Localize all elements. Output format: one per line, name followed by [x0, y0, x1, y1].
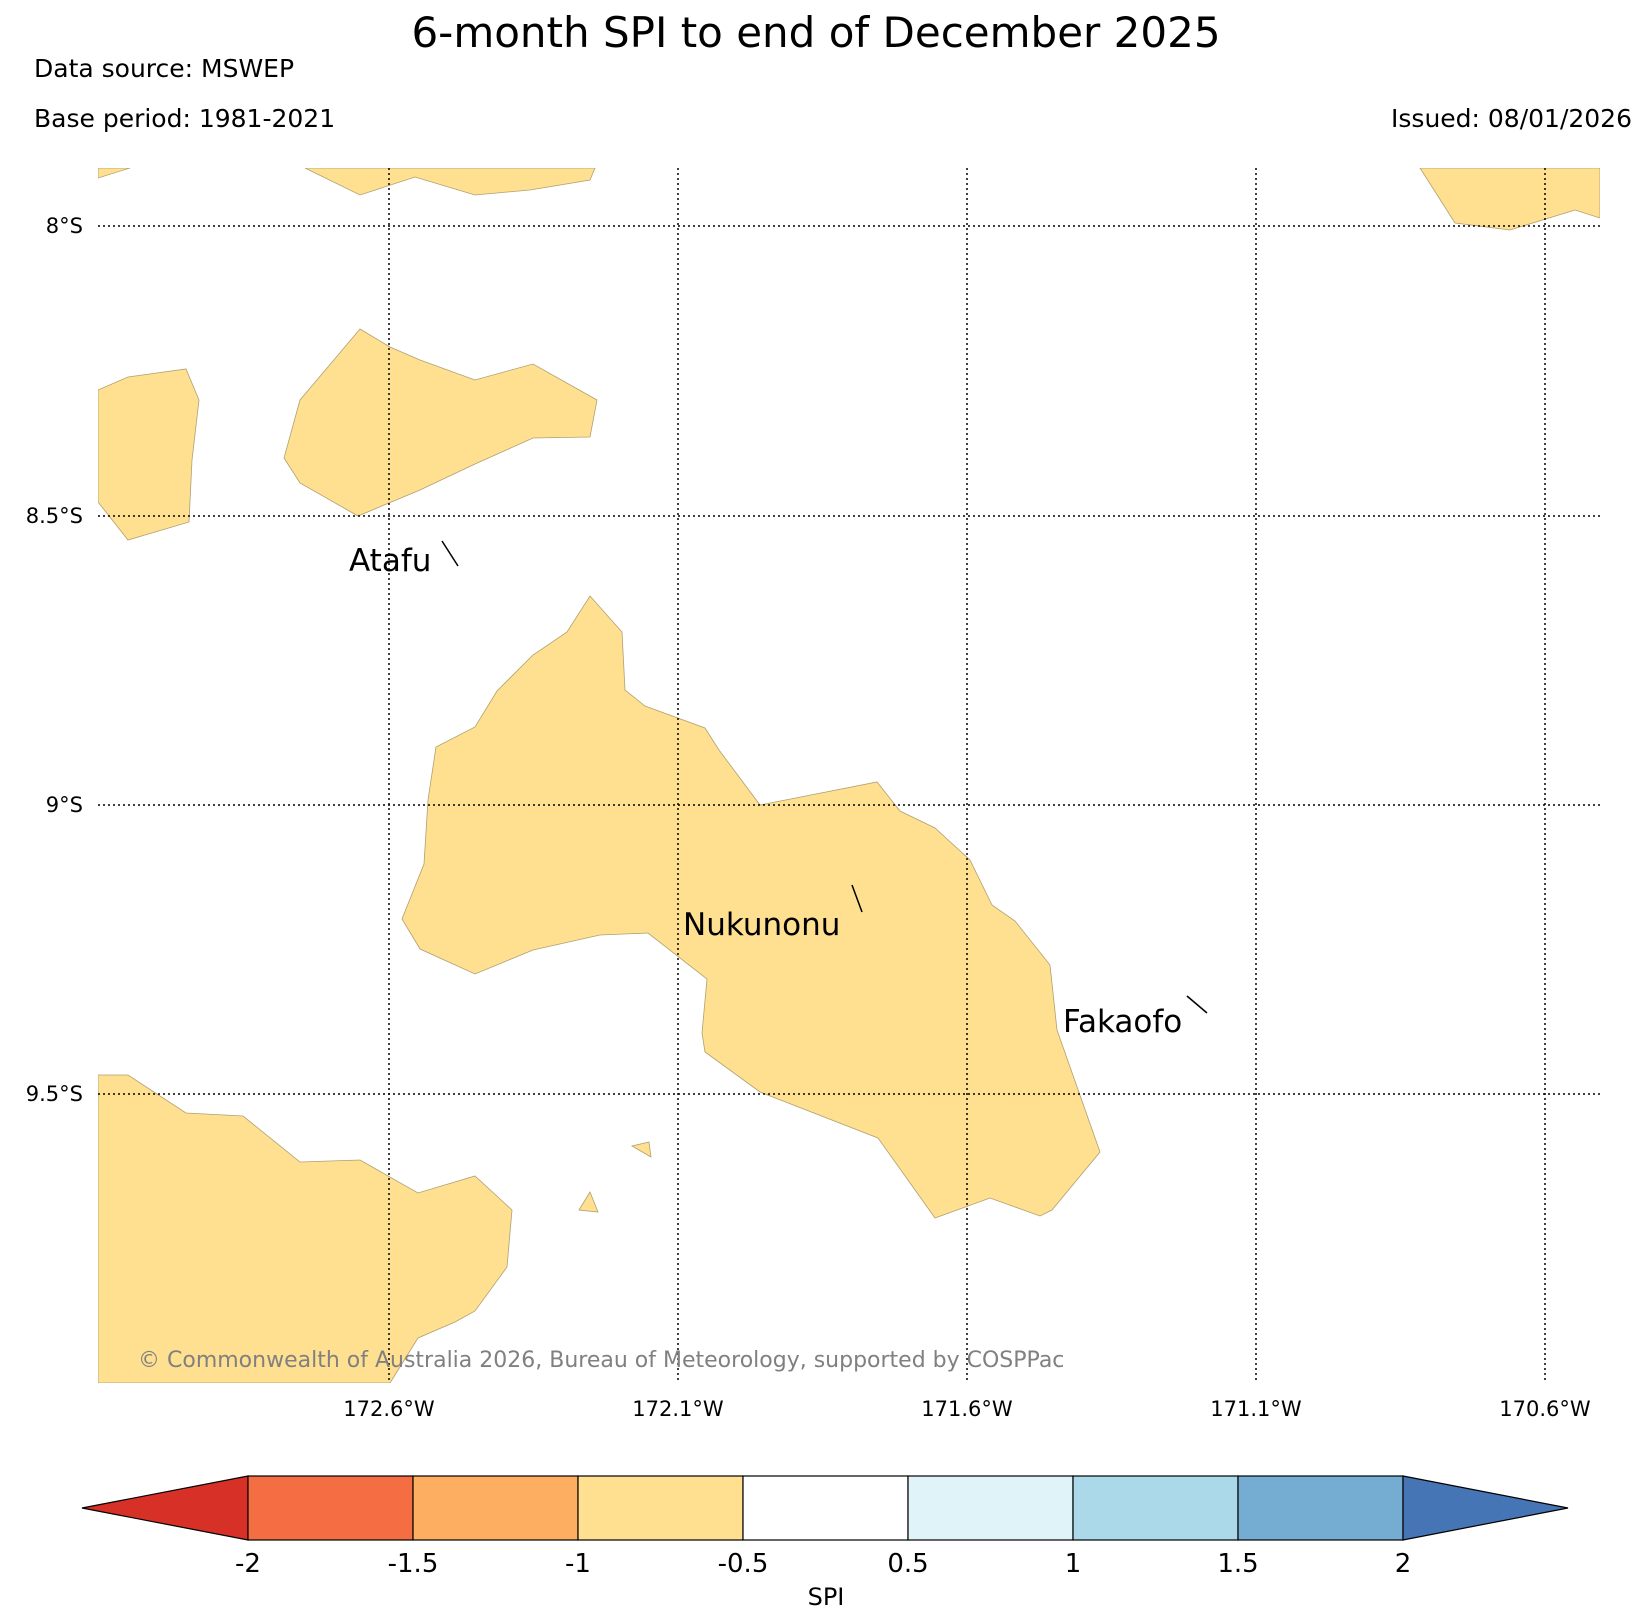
colorbar-tick--1-5: -1.5	[388, 1549, 439, 1579]
colorbar-bin-1	[247, 1475, 414, 1541]
colorbar-bin-5	[907, 1475, 1074, 1541]
colorbar-tick--2: -2	[235, 1549, 261, 1579]
place-labels: Atafu Nukunonu Fakaofo	[349, 543, 1182, 1040]
map-title: 6-month SPI to end of December 2025	[411, 8, 1221, 57]
issued-date: Issued: 08/01/2026	[1391, 104, 1632, 133]
place-label-fakaofo: Fakaofo	[1063, 1004, 1182, 1040]
colorbar-label: SPI	[808, 1583, 845, 1609]
shade-region-islet-2	[578, 1191, 599, 1213]
shade-region-atafu	[283, 328, 598, 517]
colorbar-extend-low	[81, 1475, 249, 1541]
copyright-notice: © Commonwealth of Australia 2026, Bureau…	[138, 1348, 1064, 1373]
colorbar-extend-high	[1402, 1475, 1569, 1541]
lon-label-172-1w: 172.1°W	[632, 1397, 724, 1421]
colorbar-bin-2	[412, 1475, 579, 1541]
colorbar-tick-0-5: 0.5	[887, 1549, 928, 1579]
shade-region-central	[401, 595, 1101, 1219]
colorbar-tick-2: 2	[1395, 1549, 1412, 1579]
lon-label-171-1w: 171.1°W	[1210, 1397, 1302, 1421]
lon-label-171-6w: 171.6°W	[921, 1397, 1013, 1421]
colorbar-bin-7	[1237, 1475, 1404, 1541]
lon-label-172-6w: 172.6°W	[343, 1397, 435, 1421]
colorbar-tick--1: -1	[565, 1549, 591, 1579]
place-label-nukunonu: Nukunonu	[683, 907, 840, 943]
data-source: Data source: MSWEP	[34, 54, 295, 83]
lon-labels: 172.6°W 172.1°W 171.6°W 171.1°W 170.6°W	[343, 1397, 1591, 1421]
colorbar-tick-1-5: 1.5	[1217, 1549, 1258, 1579]
nukunonu-marker	[851, 884, 863, 913]
lat-label-9s: 9°S	[46, 793, 83, 817]
colorbar-tick--0-5: -0.5	[718, 1549, 769, 1579]
atoll-markers	[441, 540, 1208, 1014]
colorbar-bin-4	[742, 1475, 909, 1541]
colorbar-bin-3	[577, 1475, 744, 1541]
shade-region-top-right	[1419, 168, 1600, 231]
spi-shading	[98, 168, 1600, 1383]
lat-label-9-5s: 9.5°S	[26, 1082, 83, 1106]
shade-region-islet-1	[630, 1141, 652, 1158]
shade-region-top	[304, 168, 596, 196]
graticule	[98, 168, 1600, 1383]
shade-region-west	[98, 368, 200, 541]
colorbar-bin-6	[1072, 1475, 1239, 1541]
lat-labels: 8°S 8.5°S 9°S 9.5°S	[26, 214, 83, 1106]
fakaofo-marker	[1186, 995, 1208, 1014]
lat-label-8s: 8°S	[46, 214, 83, 238]
colorbar-tick-1: 1	[1065, 1549, 1082, 1579]
shade-region-top-left	[98, 168, 131, 179]
base-period: Base period: 1981-2021	[34, 104, 336, 133]
shade-region-southwest	[98, 1074, 513, 1383]
lon-label-170-6w: 170.6°W	[1499, 1397, 1591, 1421]
place-label-atafu: Atafu	[349, 543, 431, 579]
lat-label-8-5s: 8.5°S	[26, 504, 83, 528]
atafu-marker	[441, 540, 459, 567]
